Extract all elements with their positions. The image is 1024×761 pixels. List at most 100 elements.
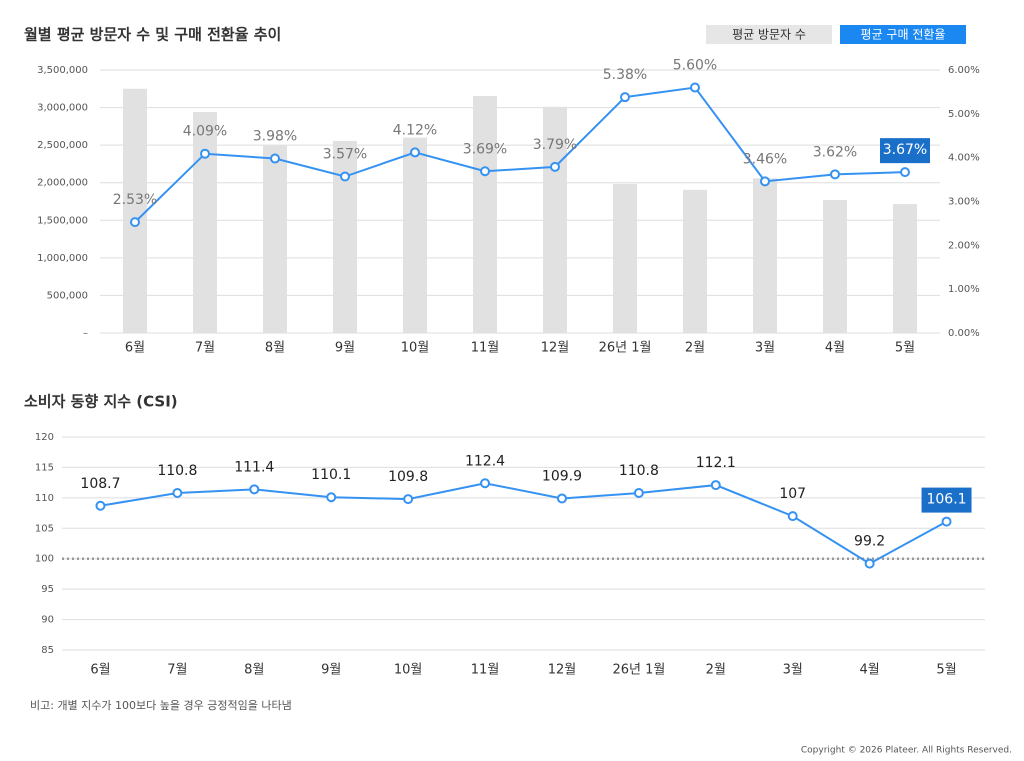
point <box>941 516 952 527</box>
x-tick-label: 11월 <box>471 341 500 356</box>
bar <box>473 95 497 333</box>
bar <box>333 141 357 333</box>
y2-tick-label: 3.00% <box>948 197 980 208</box>
point <box>172 487 183 498</box>
point <box>130 217 140 228</box>
point <box>480 166 490 177</box>
y-tick-label: 95 <box>41 584 54 595</box>
x-tick-label: 2월 <box>706 663 726 678</box>
line <box>134 86 906 223</box>
y-tick-label: 1,000,000 <box>37 253 88 264</box>
x-tick-label: 5월 <box>936 663 956 678</box>
bar <box>123 88 147 334</box>
copyright: Copyright © 2026 Plateer. All Rights Res… <box>801 746 1012 756</box>
value-label: 3.57% <box>323 147 367 163</box>
value-label: 5.60% <box>673 58 717 74</box>
point <box>690 82 700 93</box>
y2-tick-label: 2.00% <box>948 240 980 251</box>
x-tick-label: 8월 <box>265 341 285 356</box>
bar <box>403 137 427 333</box>
point <box>620 92 630 103</box>
value-label: 110.1 <box>311 467 351 483</box>
point <box>550 161 560 172</box>
x-tick-label: 7월 <box>195 341 215 356</box>
bar <box>683 189 707 333</box>
x-tick-label: 11월 <box>471 663 500 678</box>
bar <box>893 204 917 333</box>
value-label: 112.4 <box>465 453 505 469</box>
value-label: 3.98% <box>253 129 297 145</box>
x-tick-label: 10월 <box>394 663 423 678</box>
value-label: 106.1 <box>926 492 966 508</box>
value-label: 112.1 <box>696 455 736 471</box>
y-tick-label: 105 <box>35 523 54 534</box>
point <box>95 500 106 511</box>
legend-label: 평균 방문자 수 <box>732 28 806 42</box>
note: 비고: 개별 지수가 100보다 높을 경우 긍정적임을 나타냄 <box>30 699 292 712</box>
point <box>326 492 337 503</box>
point <box>830 169 840 180</box>
value-label: 4.12% <box>393 122 437 138</box>
y-tick-label: 3,500,000 <box>37 65 88 76</box>
value-label: 108.7 <box>80 476 120 492</box>
x-tick-label: 2월 <box>685 341 705 356</box>
x-tick-label: 3월 <box>783 663 803 678</box>
x-tick-label: 12월 <box>548 663 577 678</box>
point <box>633 487 644 498</box>
value-label: 107 <box>779 486 806 502</box>
legend-swatch <box>706 25 832 44</box>
point <box>480 478 491 489</box>
y-tick-label: 85 <box>41 645 54 656</box>
y-tick-label: 120 <box>35 432 54 443</box>
y2-tick-label: 0.00% <box>948 328 980 339</box>
value-label: 109.9 <box>542 468 582 484</box>
bar <box>753 178 777 333</box>
x-tick-label: 4월 <box>825 341 845 356</box>
bar <box>823 199 847 333</box>
bar <box>263 145 287 333</box>
y-tick-label: 115 <box>35 462 54 473</box>
legend-swatch <box>840 25 966 44</box>
x-tick-label: 6월 <box>90 663 110 678</box>
point <box>249 484 260 495</box>
x-tick-label: 26년 1월 <box>599 341 652 356</box>
y-tick-label: 110 <box>35 493 54 504</box>
value-label: 3.46% <box>743 151 787 167</box>
y-tick-label: 2,000,000 <box>37 178 88 189</box>
legend-label: 평균 구매 전환율 <box>861 28 946 42</box>
x-tick-label: 5월 <box>895 341 915 356</box>
x-tick-label: 8월 <box>244 663 264 678</box>
y-tick-label: 90 <box>41 615 54 626</box>
value-label: 111.4 <box>234 459 274 475</box>
value-label: 110.8 <box>157 463 197 479</box>
point <box>900 167 910 178</box>
y-tick-label: 500,000 <box>47 290 88 301</box>
bar <box>543 106 567 333</box>
bar <box>193 112 217 333</box>
value-label: 5.38% <box>603 67 647 83</box>
chart-title: 소비자 동향 지수 (CSI) <box>24 393 178 411</box>
x-tick-label: 26년 1월 <box>612 663 665 678</box>
y2-tick-label: 5.00% <box>948 109 980 120</box>
x-tick-label: 12월 <box>541 341 570 356</box>
y-tick-label: 2,500,000 <box>37 140 88 151</box>
point <box>270 153 280 164</box>
x-tick-label: 9월 <box>321 663 341 678</box>
point <box>864 558 875 569</box>
y-tick-label: 100 <box>35 554 54 565</box>
value-label: 3.62% <box>813 144 857 160</box>
point <box>710 480 721 491</box>
value-label: 109.8 <box>388 469 428 485</box>
x-tick-label: 10월 <box>401 341 430 356</box>
y-tick-label: – <box>83 328 88 339</box>
y-tick-label: 3,000,000 <box>37 103 88 114</box>
point <box>403 494 414 505</box>
point <box>340 171 350 182</box>
point <box>787 511 798 522</box>
chart-title: 월별 평균 방문자 수 및 구매 전환율 추이 <box>24 26 281 44</box>
highlight-box <box>921 487 972 513</box>
value-label: 3.67% <box>883 142 927 158</box>
y-tick-label: 1,500,000 <box>37 215 88 226</box>
line <box>100 482 948 565</box>
